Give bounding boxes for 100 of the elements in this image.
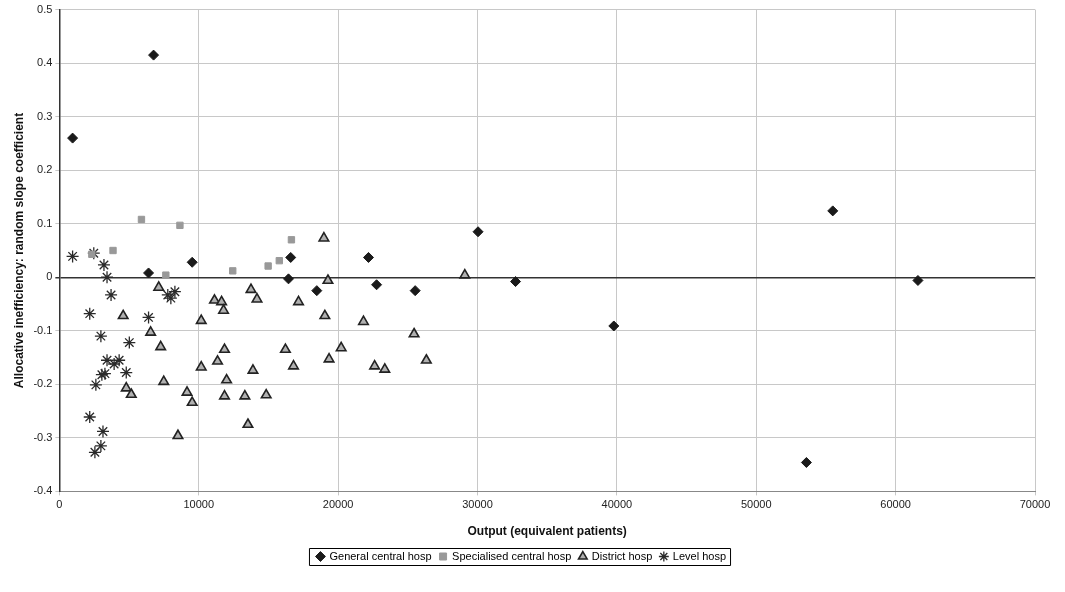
point — [104, 288, 118, 302]
point — [67, 132, 79, 144]
point — [137, 215, 146, 224]
legend-label: Level hosp — [672, 549, 727, 562]
point — [141, 310, 156, 325]
point — [186, 396, 198, 407]
point — [94, 439, 108, 453]
point — [323, 352, 335, 363]
point — [264, 262, 272, 270]
point — [158, 375, 170, 386]
point — [608, 320, 620, 332]
point — [195, 314, 207, 325]
y-tick-label: -0.1 — [33, 323, 53, 336]
point — [195, 360, 207, 371]
legend-label: Specialised central hosp — [452, 549, 572, 562]
point — [109, 246, 117, 255]
x-tick-label: 50000 — [740, 498, 772, 511]
point — [282, 273, 294, 285]
point — [120, 381, 132, 392]
point — [83, 410, 97, 424]
point — [335, 341, 347, 352]
point — [153, 281, 165, 291]
point — [97, 258, 111, 272]
point — [800, 456, 812, 468]
point — [318, 231, 330, 242]
point — [357, 315, 370, 326]
x-tick-label: 20000 — [322, 498, 354, 511]
point — [221, 373, 233, 384]
point — [239, 389, 251, 400]
point — [181, 386, 193, 396]
point — [88, 445, 102, 459]
point — [311, 285, 323, 297]
point — [88, 250, 96, 258]
point — [369, 359, 381, 370]
point — [216, 295, 228, 306]
x-tick-label: 10000 — [183, 498, 215, 511]
y-tick-label: 0.3 — [37, 109, 53, 122]
point — [279, 343, 291, 354]
point — [245, 283, 257, 294]
point — [211, 355, 224, 365]
y-tick-label: 0.1 — [37, 216, 53, 229]
y-tick-label: 0.2 — [37, 163, 53, 176]
x-tick-label: 60000 — [880, 498, 911, 511]
point — [371, 279, 383, 291]
point — [117, 309, 129, 320]
point — [260, 388, 272, 399]
point — [143, 267, 155, 279]
point — [119, 365, 133, 380]
point — [65, 249, 80, 264]
point — [112, 353, 126, 367]
y-tick-label: 0.5 — [37, 2, 53, 15]
point — [168, 285, 182, 299]
point — [285, 251, 297, 263]
point — [319, 309, 331, 320]
y-tick-label: 0.4 — [37, 56, 53, 69]
legend-label: General central hosp — [329, 549, 432, 562]
point — [94, 329, 108, 343]
point — [510, 276, 522, 288]
point — [83, 307, 97, 321]
x-tick-label: 30000 — [462, 498, 493, 511]
point — [827, 205, 839, 217]
point — [459, 268, 471, 279]
y-tick-label: 0 — [46, 270, 53, 283]
point — [408, 327, 420, 338]
point — [107, 357, 121, 371]
point — [242, 418, 254, 429]
point — [472, 226, 484, 238]
point — [96, 424, 110, 439]
point — [100, 353, 114, 367]
point — [251, 292, 263, 303]
point — [122, 335, 136, 350]
point — [172, 429, 184, 440]
y-tick-label: -0.4 — [33, 484, 53, 497]
point — [363, 251, 374, 263]
point — [247, 364, 259, 374]
point — [379, 363, 391, 373]
point — [229, 267, 237, 275]
point — [287, 359, 300, 370]
point — [125, 388, 137, 399]
point — [217, 304, 230, 315]
point — [275, 256, 283, 265]
point — [292, 295, 305, 306]
point — [145, 326, 157, 336]
point — [420, 353, 432, 364]
point — [409, 285, 421, 297]
point — [100, 270, 114, 284]
x-tick-label: 40000 — [601, 498, 633, 511]
x-tick-label: 0 — [56, 498, 63, 511]
point — [322, 274, 334, 285]
point — [218, 343, 231, 354]
point — [218, 389, 231, 400]
y-axis-title: Allocative inefficiency: random slope coefficient — [11, 112, 26, 389]
point — [89, 378, 103, 392]
x-axis-title: Output (equivalent patients) — [467, 524, 627, 539]
point — [912, 274, 924, 286]
point — [287, 236, 296, 244]
point — [155, 340, 167, 351]
point — [148, 49, 160, 61]
point — [176, 221, 184, 230]
point — [87, 246, 101, 260]
